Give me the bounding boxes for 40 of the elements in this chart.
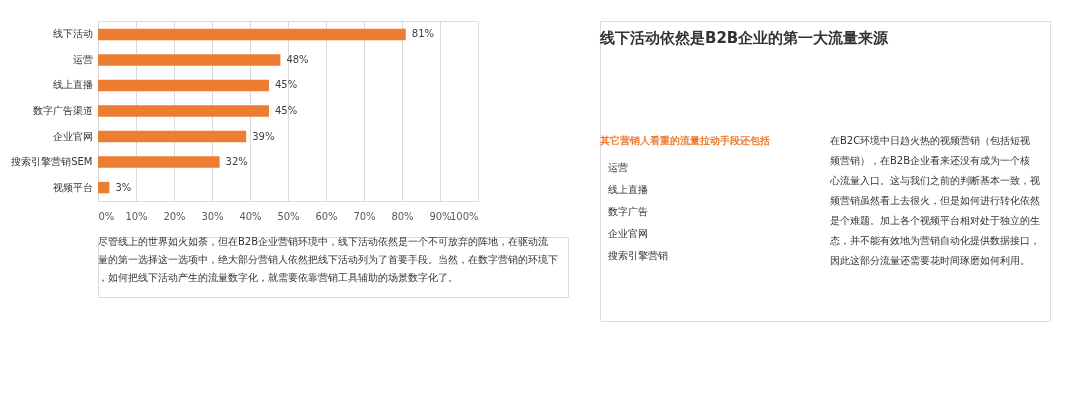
data-label: 3% xyxy=(115,181,132,193)
x-tick-label: 90% xyxy=(429,210,452,222)
text: 在B2C环境中日趋火热的视频营销（包括短视频营销），在B2B企业看来还没有成为一个核心流量入口。这与我们之前的判断基本一致，视频营销虽然看上去很火，但是如何进行转化依然是个难题。加上各个视频平台相对处于独立的生态，并不能有效地为营销自动化提供数据接口，因此这部分流量还需要花时间琢磨如何利用。 xyxy=(829,135,1040,266)
y-tick-label: 企业官网 xyxy=(52,130,93,142)
text: 线上直播 xyxy=(608,184,648,195)
data-label: 32% xyxy=(225,156,248,168)
data-label: 45% xyxy=(275,105,298,116)
bar xyxy=(98,28,406,41)
y-tick-label: 搜索引擎营销SEM xyxy=(11,156,93,168)
data-label: 81% xyxy=(411,28,435,40)
data-label: 48% xyxy=(286,53,309,65)
y-tick-label: 视频平台 xyxy=(52,181,93,193)
bar xyxy=(98,79,269,92)
x-tick-label: 30% xyxy=(201,210,224,222)
text: 尽管线上的世界如火如荼，但在B2B企业营销环境中，线下活动依然是一个不可放弃的阵地，在驱动流量的第一选择这一选项中，绝大部分营销人依然把线下活动列为了首要手段。当然，在数字营销的环境下，如何把线下活动产生的流量数字化，就需要依靠营销工具辅助的场景数字化了。 xyxy=(98,236,558,283)
text: 线下活动依然是B2B企业的第一大流量来源 xyxy=(599,29,890,47)
x-tick-label: 0% xyxy=(98,210,115,222)
y-tick-label: 数字广告渠道 xyxy=(32,105,93,116)
bar xyxy=(98,54,281,66)
x-tick-label: 60% xyxy=(315,210,338,222)
text: 数字广告 xyxy=(608,206,648,217)
x-tick-label: 70% xyxy=(353,210,376,222)
data-label: 45% xyxy=(275,79,298,91)
bar xyxy=(98,105,269,117)
text: 搜索引擎营销 xyxy=(608,250,668,261)
text: 企业官网 xyxy=(608,228,648,239)
y-tick-label: 运营 xyxy=(72,53,93,65)
x-tick-label: 20% xyxy=(163,210,186,222)
bar xyxy=(98,156,220,168)
data-label: 39% xyxy=(252,130,275,142)
y-tick-label: 线上直播 xyxy=(52,79,93,91)
x-tick-label: 40% xyxy=(239,210,262,222)
x-tick-label: 50% xyxy=(277,210,300,222)
bar xyxy=(98,181,110,194)
bar xyxy=(98,130,247,143)
text: 其它营销人看重的流量拉动手段还包括 xyxy=(599,135,770,146)
x-tick-label: 10% xyxy=(125,210,148,222)
y-tick-label: 线下活动 xyxy=(52,28,93,40)
text: 运营 xyxy=(608,162,628,173)
x-tick-label: 80% xyxy=(391,210,414,222)
